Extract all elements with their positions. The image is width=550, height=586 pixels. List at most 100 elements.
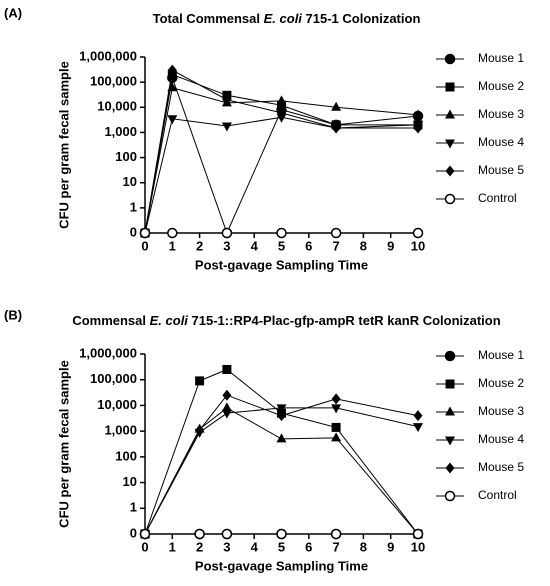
x-tick-label: 1: [169, 238, 176, 253]
y-axis-label: CFU per gram fecal sample: [56, 61, 71, 229]
data-point: [222, 94, 232, 106]
y-tick-label: 1,000: [104, 124, 137, 139]
legend-label: Control: [478, 191, 517, 205]
legend-marker: [445, 436, 455, 446]
data-point: [167, 115, 178, 125]
data-point: [331, 404, 342, 414]
x-axis-label: Post-gavage Sampling Time: [195, 558, 368, 573]
data-point: [276, 95, 287, 105]
legend-label: Mouse 5: [478, 460, 524, 474]
data-point: [222, 364, 232, 374]
x-axis-label: Post-gavage Sampling Time: [195, 257, 368, 272]
data-point: [167, 82, 178, 92]
y-tick-label: 1,000,000: [79, 48, 137, 63]
series-line: [144, 407, 419, 535]
y-tick-label: 100: [115, 448, 137, 463]
legend-marker: [445, 82, 455, 92]
data-point: [331, 432, 342, 442]
data-point: [195, 424, 205, 436]
legend-label: Mouse 2: [478, 79, 524, 93]
x-tick-label: 3: [223, 539, 230, 554]
data-point: [412, 227, 424, 239]
data-point: [221, 402, 232, 412]
legend-label: Mouse 5: [478, 163, 524, 177]
title-part: 715-1::RP4-Plac-gfp-ampR tetR kanR Colon…: [188, 313, 501, 328]
y-tick-label: 1: [130, 500, 137, 515]
data-point: [276, 404, 287, 414]
chart-title: Total Commensal E. coli 715-1 Colonizati…: [153, 11, 421, 26]
x-tick-label: 7: [332, 238, 339, 253]
data-point: [331, 122, 341, 134]
y-tick-label: 0: [130, 525, 137, 540]
data-point: [221, 122, 232, 132]
title-part: Commensal: [72, 313, 149, 328]
y-tick-label: 100,000: [90, 371, 137, 386]
x-tick-label: 6: [305, 539, 312, 554]
y-axis-label: CFU per gram fecal sample: [56, 360, 71, 528]
x-tick-label: 7: [332, 539, 339, 554]
data-point: [221, 409, 232, 419]
series-line: [144, 73, 418, 234]
x-tick-label: 4: [251, 539, 259, 554]
x-tick-label: 9: [387, 238, 394, 253]
data-point: [167, 227, 178, 239]
x-tick-label: 10: [411, 539, 425, 554]
legend-marker: [445, 406, 455, 416]
x-tick-label: 6: [305, 238, 312, 253]
legend-marker: [444, 350, 456, 362]
data-point: [277, 100, 286, 110]
series-line: [144, 116, 419, 234]
data-point: [413, 122, 423, 134]
data-point: [167, 64, 177, 76]
y-tick-label: 100: [115, 149, 137, 164]
title-part: 715-1 Colonization: [302, 11, 421, 26]
data-point: [277, 410, 286, 422]
data-point: [276, 433, 287, 443]
series-line: [144, 407, 419, 535]
data-point: [413, 109, 423, 119]
series-line: [144, 394, 419, 535]
chart-title: Commensal E. coli 715-1::RP4-Plac-gfp-am…: [72, 313, 500, 328]
x-tick-label: 0: [141, 539, 148, 554]
data-point: [276, 227, 287, 239]
x-tick-label: 9: [387, 539, 394, 554]
y-tick-label: 10,000: [97, 397, 137, 412]
legend-label: Mouse 1: [478, 348, 524, 362]
legend-marker: [445, 165, 455, 177]
data-point: [331, 422, 341, 432]
legend-label: Mouse 3: [478, 107, 524, 121]
legend-marker: [445, 462, 455, 474]
data-point: [412, 528, 424, 540]
x-tick-label: 0: [141, 238, 148, 253]
x-tick-label: 5: [278, 238, 285, 253]
series-line: [144, 368, 419, 535]
y-tick-label: 10,000: [97, 99, 137, 114]
legend-label: Mouse 4: [478, 135, 524, 149]
y-tick-label: 10: [123, 174, 137, 189]
x-tick-label: 8: [360, 539, 367, 554]
legend-marker: [444, 193, 456, 205]
data-point: [331, 393, 341, 405]
data-point: [413, 410, 423, 422]
legend-label: Mouse 2: [478, 376, 524, 390]
series-line: [144, 69, 418, 234]
data-point: [330, 227, 342, 239]
legend-label: Mouse 1: [478, 51, 524, 65]
x-tick-label: 1: [169, 539, 176, 554]
y-tick-label: 10: [123, 474, 137, 489]
legend-label: Control: [478, 488, 517, 502]
y-tick-label: 1,000: [104, 423, 137, 438]
x-tick-label: 2: [196, 539, 203, 554]
legend-marker: [445, 379, 455, 389]
legend-marker: [444, 490, 456, 502]
data-point: [139, 528, 151, 540]
title-part: E. coli: [150, 313, 189, 328]
data-point: [194, 528, 205, 540]
panel-label: (A): [4, 5, 22, 20]
x-tick-label: 2: [196, 238, 203, 253]
data-point: [331, 101, 342, 111]
x-tick-label: 10: [411, 238, 425, 253]
data-point: [330, 528, 342, 540]
y-tick-label: 1: [130, 199, 137, 214]
legend-marker: [445, 139, 455, 149]
